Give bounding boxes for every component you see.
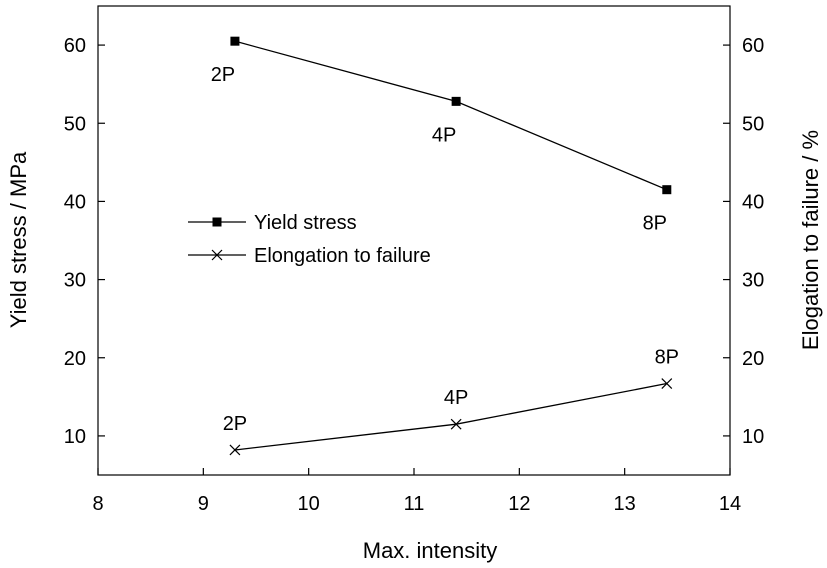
x-marker-stroke [211, 249, 223, 261]
legend: Yield stress Elongation to failure [188, 212, 431, 267]
x-marker-stroke [229, 444, 241, 456]
square-marker [212, 217, 222, 227]
legend-item: Elongation to failure [188, 245, 431, 267]
right-y-tick-label: 40 [742, 191, 764, 213]
x-tick-label: 11 [404, 493, 425, 515]
right-y-tick-label: 30 [742, 270, 764, 292]
legend-label: Yield stress [254, 212, 357, 234]
right-y-axis-title: Elogation to failure / % [798, 130, 823, 350]
series-elongation: 2P 4P 8P [223, 347, 679, 456]
series-line [234, 40, 668, 191]
series-layer: 2P 4P 8P 2P 4P 8P [211, 36, 679, 456]
x-marker-stroke [661, 378, 673, 389]
legend-item: Yield stress [188, 212, 357, 234]
point-label: 4P [444, 387, 468, 409]
point-label: 2P [223, 413, 247, 435]
point-label: 4P [432, 124, 456, 146]
x-marker [229, 444, 241, 456]
x-tick-label: 12 [508, 493, 530, 515]
x-marker [211, 249, 223, 261]
right-y-tick-label: 50 [742, 113, 764, 135]
point-label: 8P [655, 347, 679, 369]
right-y-tick-label: 60 [742, 35, 764, 57]
square-marker [451, 96, 461, 106]
x-axis-ticks: 8 9 10 11 12 13 14 [92, 468, 741, 515]
left-y-tick-label: 60 [64, 35, 86, 57]
plot-frame [97, 5, 731, 476]
x-tick-label: 8 [92, 493, 103, 515]
x-tick-label: 13 [614, 493, 636, 515]
left-y-tick-label: 40 [64, 191, 86, 213]
square-marker [230, 36, 240, 46]
left-y-tick-label: 20 [64, 348, 86, 370]
right-y-tick-label: 20 [742, 348, 764, 370]
x-tick-label: 10 [298, 493, 320, 515]
left-y-tick-label: 10 [64, 426, 86, 448]
legend-label: Elongation to failure [254, 245, 431, 267]
point-label: 8P [643, 213, 667, 235]
x-tick-label: 14 [719, 493, 741, 515]
x-marker-stroke [450, 418, 462, 430]
left-y-axis-title: Yield stress / MPa [6, 151, 31, 328]
right-y-axis-ticks: 10 20 30 40 50 60 [723, 35, 764, 448]
left-y-axis-ticks: 10 20 30 40 50 60 [64, 35, 105, 448]
right-y-tick-label: 10 [742, 426, 764, 448]
x-marker [450, 418, 462, 430]
series-yield-stress: 2P 4P 8P [211, 36, 672, 235]
x-tick-label: 9 [198, 493, 209, 515]
point-label: 2P [211, 64, 235, 86]
left-y-tick-label: 30 [64, 270, 86, 292]
x-axis-title: Max. intensity [363, 538, 498, 563]
left-y-tick-label: 50 [64, 113, 86, 135]
x-marker [661, 378, 673, 389]
square-marker [662, 185, 672, 195]
